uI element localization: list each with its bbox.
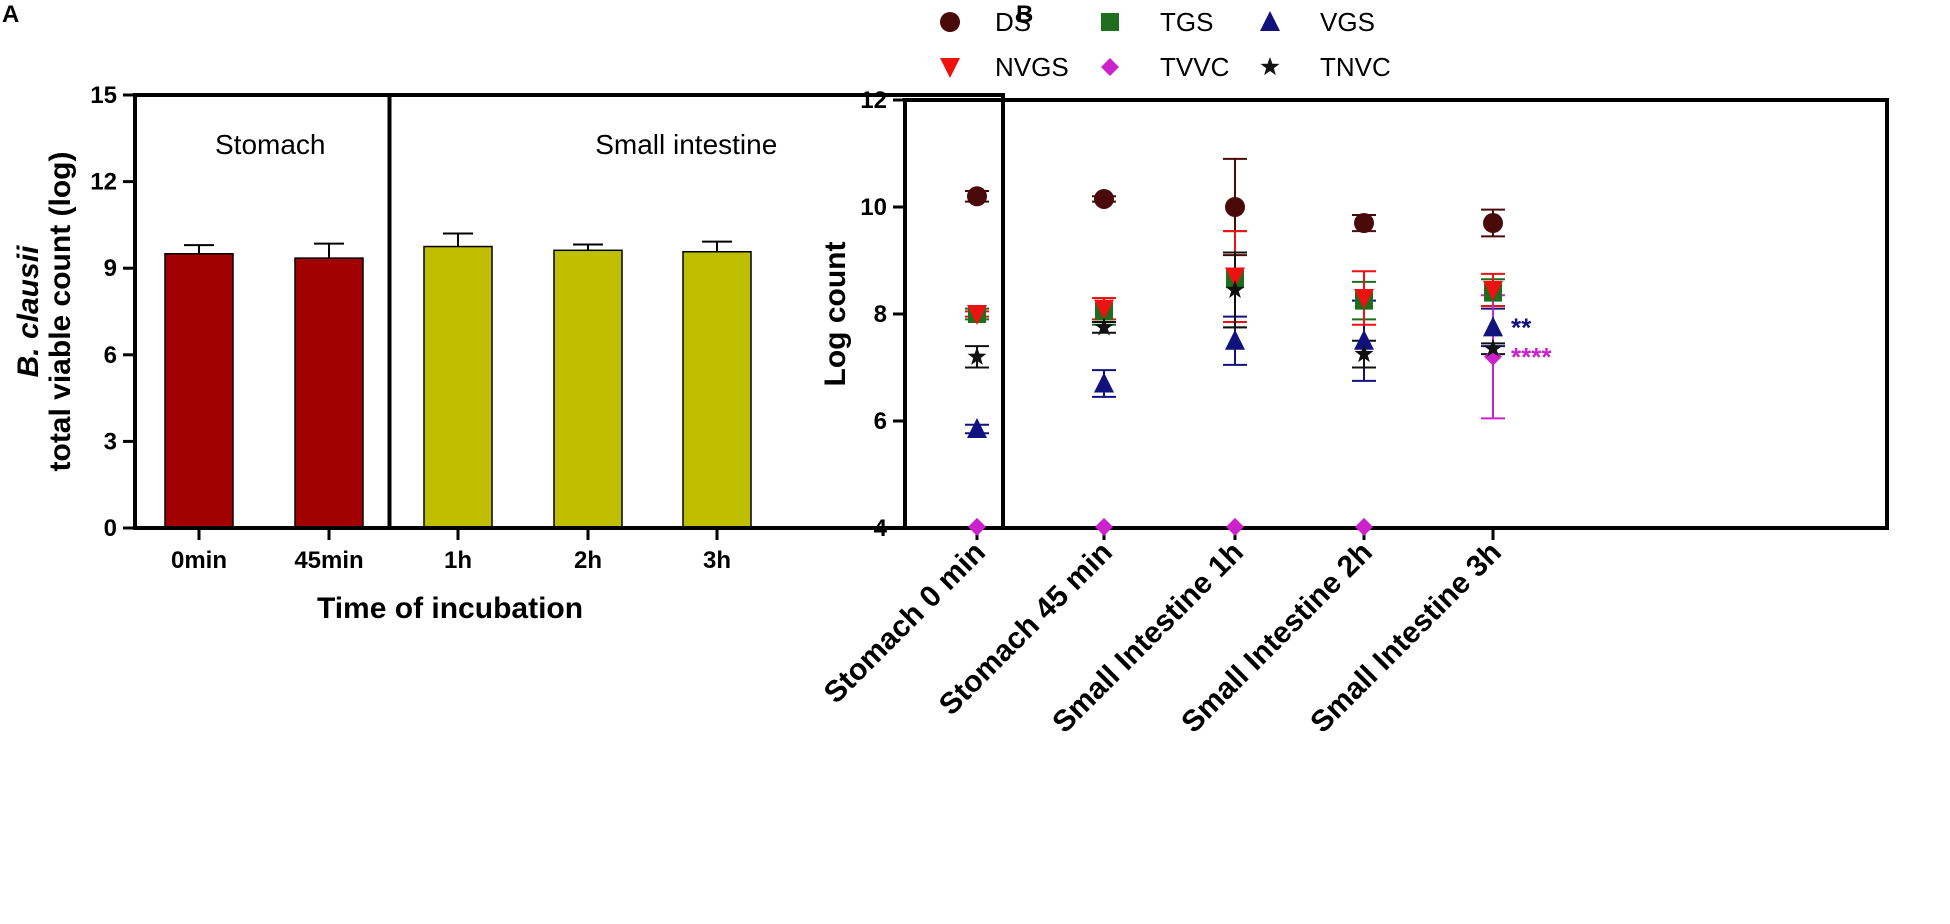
legend-label: TVVC	[1160, 52, 1229, 82]
point-DS	[967, 186, 987, 207]
y-tick-label: 4	[874, 515, 888, 542]
panel-a-regions: Stomach Small intestine	[215, 129, 777, 160]
panel-a-y-axis-species: B. clausii	[12, 245, 45, 377]
legend-label: TNVC	[1320, 52, 1391, 82]
panel-b-legend: DS TGS VGS NVGS TVVC TNVC	[940, 7, 1391, 82]
error-bar-2h	[573, 243, 603, 251]
point-DS	[1483, 213, 1503, 234]
panel-b-y-axis-title: Log count	[819, 242, 852, 387]
x-tick-label: 0min	[171, 547, 227, 574]
panel-b-plot-frame	[903, 98, 1889, 530]
panel-b-annotations: ******	[1511, 313, 1552, 372]
point-TNVC	[1225, 279, 1245, 298]
y-tick-label: 6	[104, 342, 117, 369]
legend-item-NVGS: NVGS	[940, 52, 1069, 82]
legend-item-TVVC: TVVC	[1101, 52, 1229, 82]
panel-b-chart: DS TGS VGS NVGS TVVC TNVC 4 6 8 10 12 Stomach 0 m…	[818, 7, 1889, 739]
legend-marker-NVGS	[940, 58, 960, 78]
point-VGS	[967, 418, 987, 439]
point-TNVC	[967, 346, 987, 365]
point-NVGS	[967, 305, 987, 325]
panel-a-y-ticks: 0 3 6 9 12 15	[90, 82, 135, 542]
x-tick-label: 3h	[703, 547, 731, 574]
region-label: Small intestine	[595, 129, 777, 160]
bar-0min	[164, 253, 234, 529]
significance-label: ****	[1511, 342, 1552, 372]
panel-a-letter: A	[2, 1, 19, 28]
bar-2h	[553, 249, 623, 529]
panel-b-letter: B	[1016, 1, 1033, 28]
point-VGS	[1483, 316, 1503, 337]
point-DS	[1354, 213, 1374, 234]
point-TNVC	[1354, 344, 1374, 363]
y-tick-label: 12	[860, 87, 887, 114]
point-NVGS	[1094, 299, 1114, 320]
significance-label: **	[1511, 313, 1532, 343]
y-tick-label: 8	[874, 301, 887, 328]
panel-a-bars	[164, 245, 752, 529]
point-TVVC	[1095, 517, 1113, 536]
legend-item-TGS: TGS	[1101, 7, 1213, 37]
point-TVVC	[1355, 517, 1373, 536]
point-DS	[1225, 197, 1245, 217]
bar-1h	[423, 245, 493, 529]
y-tick-label: 12	[90, 169, 117, 196]
panel-b-points	[967, 186, 1503, 536]
point-TVVC	[968, 517, 986, 536]
point-NVGS	[1483, 280, 1503, 301]
x-tick-label: 45min	[294, 547, 363, 574]
legend-marker-TNVC	[1260, 57, 1280, 76]
error-bar-1h	[443, 232, 473, 247]
x-tick-label: 1h	[444, 547, 472, 574]
error-bar-0min	[184, 244, 214, 254]
x-tick-label: 2h	[574, 547, 602, 574]
panel-a-y-axis-title: B. clausii total viable count (log)	[12, 152, 77, 472]
panel-a-x-ticks: 0min 45min 1h 2h 3h	[171, 528, 731, 574]
y-tick-label: 6	[874, 408, 887, 435]
bar-45min	[294, 257, 364, 529]
panel-a-plot-frame	[133, 93, 1005, 530]
legend-marker-DS	[940, 12, 960, 32]
legend-marker-VGS	[1260, 11, 1280, 31]
point-VGS	[1354, 329, 1374, 350]
legend-item-DS: DS	[940, 7, 1031, 37]
legend-marker-TGS	[1101, 13, 1119, 31]
point-TNVC	[1483, 338, 1503, 357]
y-tick-label: 10	[860, 194, 887, 221]
point-NVGS	[1225, 267, 1245, 288]
legend-item-TNVC: TNVC	[1260, 52, 1391, 82]
legend-label: DS	[995, 7, 1031, 37]
point-TNVC	[1094, 317, 1114, 336]
legend-label: TGS	[1160, 7, 1213, 37]
panel-a-y-axis-label: total viable count (log)	[44, 152, 77, 472]
error-bar-45min	[314, 242, 344, 259]
legend-label: NVGS	[995, 52, 1069, 82]
y-tick-label: 3	[104, 428, 117, 455]
region-label: Stomach	[215, 129, 326, 160]
panel-a-x-axis-title: Time of incubation	[317, 592, 583, 625]
point-NVGS	[1354, 288, 1374, 309]
bar-3h	[682, 250, 752, 529]
panel-a-chart: 0 3 6 9 12 15 0min 45min 1h 2h 3h Stomach Small in…	[12, 82, 1005, 625]
error-bar-3h	[702, 240, 732, 252]
point-VGS	[1094, 372, 1114, 393]
y-tick-label: 0	[104, 515, 117, 542]
y-tick-label: 15	[90, 82, 117, 109]
y-tick-label: 9	[104, 255, 117, 282]
legend-marker-TVVC	[1101, 58, 1119, 76]
point-DS	[1094, 188, 1114, 209]
point-TVVC	[1226, 517, 1244, 536]
panel-b-y-ticks: 4 6 8 10 12	[860, 87, 905, 542]
point-VGS	[1225, 329, 1245, 350]
panel-a-error-bars	[184, 232, 732, 259]
legend-label: VGS	[1320, 7, 1375, 37]
legend-item-VGS: VGS	[1260, 7, 1375, 37]
